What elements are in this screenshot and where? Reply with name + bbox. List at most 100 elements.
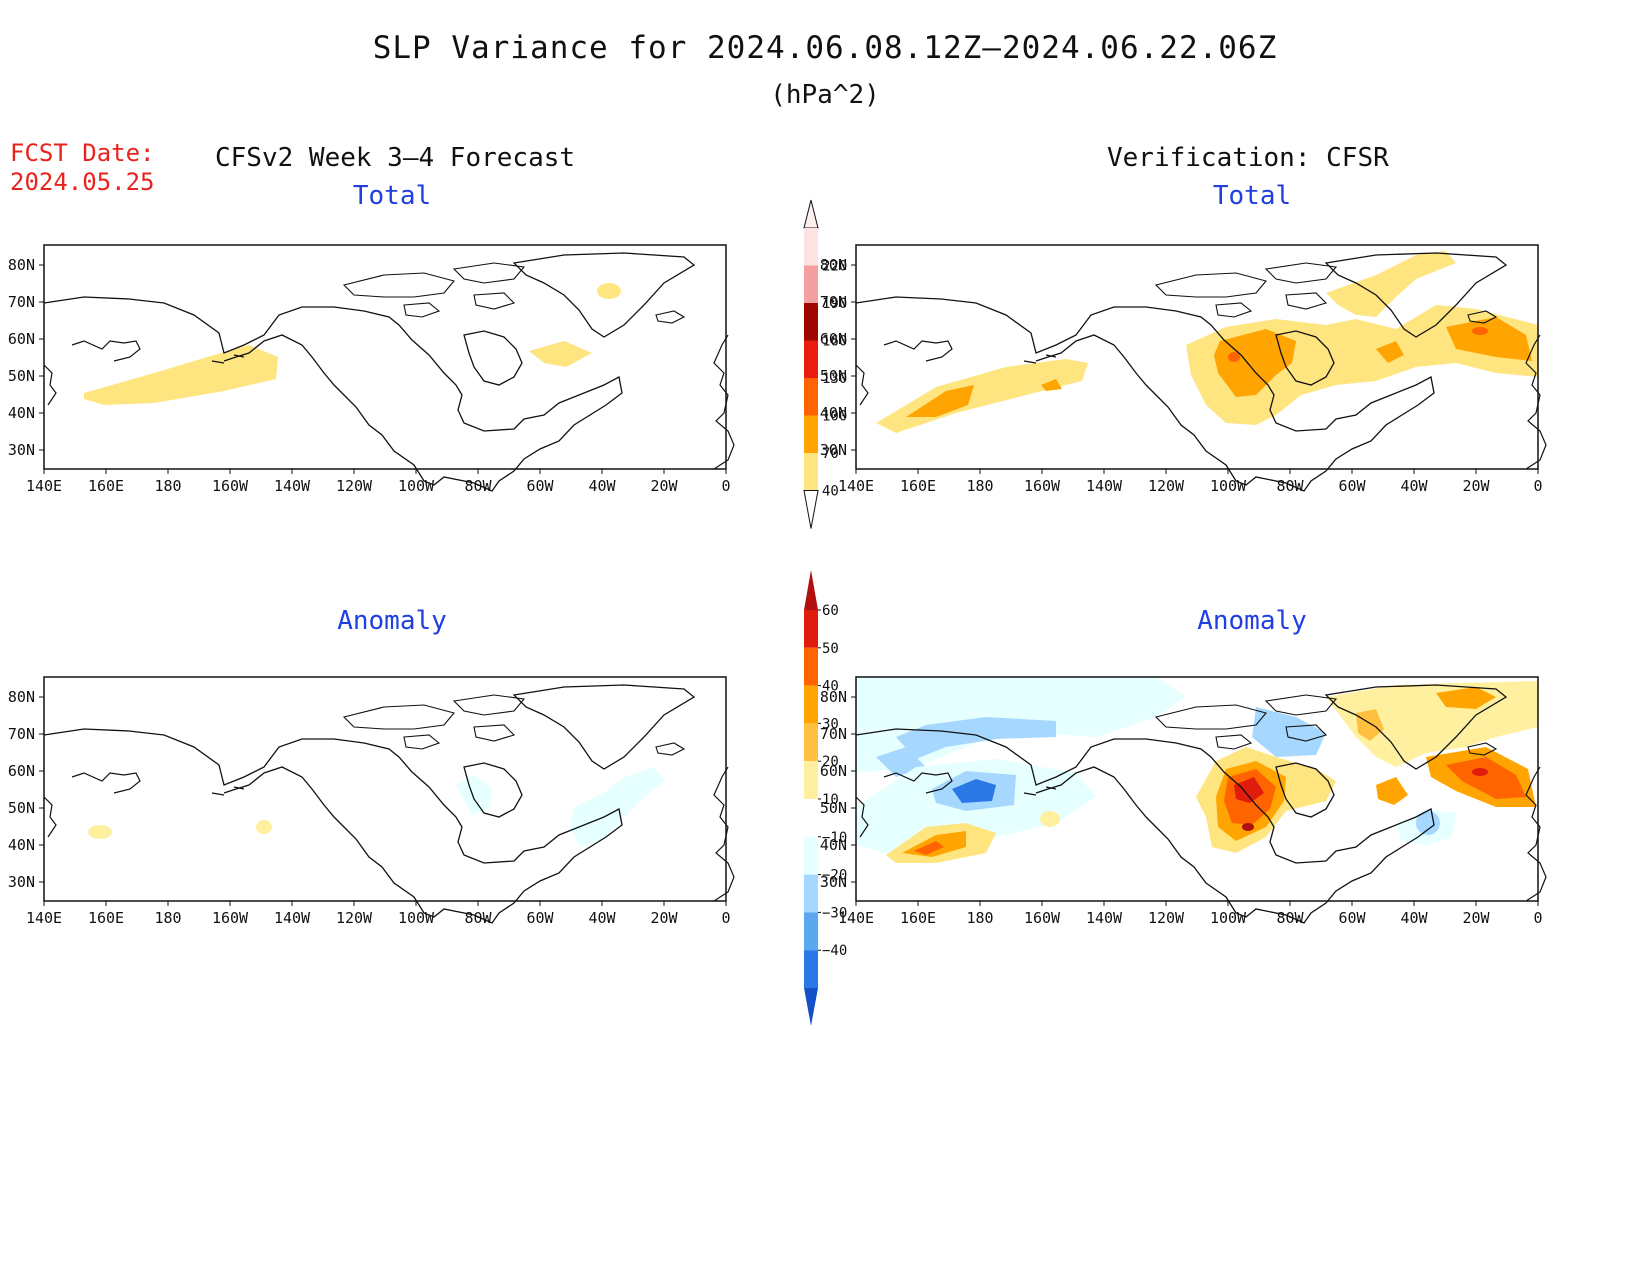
lon-tick-label: 60W bbox=[526, 909, 554, 927]
figure-units: (hPa^2) bbox=[770, 80, 880, 110]
shading-layer bbox=[88, 767, 664, 847]
lat-tick-label: 40N bbox=[820, 404, 847, 422]
lon-tick-label: 140E bbox=[26, 477, 62, 495]
lon-tick-label: 20W bbox=[1462, 477, 1490, 495]
lon-tick-label: 120W bbox=[1148, 477, 1185, 495]
lon-tick-label: 40W bbox=[588, 909, 616, 927]
lon-tick-label: 60W bbox=[526, 477, 554, 495]
lon-tick-label: 0 bbox=[1533, 477, 1542, 495]
lat-axis: 80N 70N 60N 50N 40N 30N bbox=[8, 688, 44, 891]
forecast-column-heading: CFSv2 Week 3–4 Forecast bbox=[215, 143, 576, 173]
lon-tick-label: 160W bbox=[212, 909, 249, 927]
lat-axis: 80N 70N 60N 50N 40N 30N bbox=[820, 256, 856, 459]
lon-tick-label: 0 bbox=[721, 477, 730, 495]
colorbar-label: 130 bbox=[822, 371, 847, 387]
colorbar-bottom-arrow bbox=[804, 988, 818, 1026]
lon-tick-label: 180 bbox=[154, 477, 181, 495]
colorbar-bottom-arrow bbox=[803, 490, 819, 529]
fcst-anomaly-title: Anomaly bbox=[337, 606, 447, 636]
colorbar-top-arrow bbox=[804, 570, 818, 610]
colorbar-label: 30 bbox=[822, 716, 839, 732]
fcst-total-title: Total bbox=[352, 181, 432, 211]
lon-tick-label: 180 bbox=[154, 909, 181, 927]
lon-tick-label: 140E bbox=[838, 909, 874, 927]
fcst-anomaly-map: 140E 160E 180 160W 140W 120W 100W 80W 60W 40W 20W 0… bbox=[8, 676, 735, 927]
lon-tick-label: 100W bbox=[1210, 477, 1247, 495]
lat-tick-label: 80N bbox=[820, 256, 847, 274]
lat-tick-label: 70N bbox=[8, 293, 35, 311]
lat-tick-label: 70N bbox=[820, 293, 847, 311]
colorbar-segment bbox=[804, 303, 818, 341]
lat-tick-label: 50N bbox=[8, 799, 35, 817]
lon-axis: 140E 160E 180 160W 140W 120W 100W 80W 60W 40W 20W 0 bbox=[838, 901, 1543, 927]
lon-tick-label: 140W bbox=[274, 477, 311, 495]
lon-tick-label: 120W bbox=[336, 909, 373, 927]
colorbar-label: 20 bbox=[822, 754, 839, 770]
obs-anomaly-map: 140E 160E 180 160W 140W 120W 100W 80W 60W 40W 20W 0… bbox=[820, 676, 1547, 927]
lat-tick-label: 80N bbox=[8, 256, 35, 274]
lon-tick-label: 180 bbox=[966, 909, 993, 927]
colorbar-segment bbox=[804, 799, 818, 837]
colorbar-segment bbox=[804, 723, 818, 762]
lon-tick-label: 100W bbox=[398, 477, 435, 495]
lat-tick-label: 60N bbox=[8, 762, 35, 780]
lon-tick-label: 180 bbox=[966, 477, 993, 495]
lon-tick-label: 140W bbox=[1086, 909, 1123, 927]
lon-tick-label: 140W bbox=[274, 909, 311, 927]
colorbar-label: −30 bbox=[822, 905, 847, 921]
colorbar-segment bbox=[804, 761, 818, 799]
colorbar-label: 190 bbox=[822, 296, 847, 312]
lon-axis: 140E 160E 180 160W 140W 120W 100W 80W 60W 40W 20W 0 bbox=[26, 901, 731, 927]
lon-tick-label: 100W bbox=[1210, 909, 1247, 927]
lon-tick-label: 0 bbox=[1533, 909, 1542, 927]
figure-title: SLP Variance for 2024.06.08.12Z–2024.06.… bbox=[372, 30, 1278, 66]
lat-tick-label: 70N bbox=[8, 725, 35, 743]
obs-anomaly-title: Anomaly bbox=[1197, 606, 1307, 636]
lon-tick-label: 160E bbox=[900, 477, 936, 495]
lon-tick-label: 120W bbox=[1148, 909, 1185, 927]
lat-tick-label: 40N bbox=[8, 404, 35, 422]
lon-tick-label: 40W bbox=[588, 477, 616, 495]
lon-tick-label: 20W bbox=[650, 477, 678, 495]
shading-layer bbox=[856, 677, 1538, 863]
colorbar-label: −10 bbox=[822, 830, 847, 846]
colorbar-segment bbox=[804, 378, 818, 416]
fcst-total-map: 140E 160E 180 160W 140W 120W 100W 80W 60W 40W 20W 0… bbox=[8, 244, 735, 495]
lat-tick-label: 40N bbox=[8, 836, 35, 854]
lat-tick-label: 30N bbox=[8, 441, 35, 459]
colorbar-segment bbox=[804, 453, 818, 491]
lat-tick-label: 60N bbox=[8, 330, 35, 348]
lat-tick-label: 30N bbox=[8, 873, 35, 891]
colorbar-label: 70 bbox=[822, 446, 839, 462]
colorbar-label: −40 bbox=[822, 943, 847, 959]
lat-tick-label: 30N bbox=[820, 441, 847, 459]
total-colorbar: 40 70 100 130 160 190 220 bbox=[803, 199, 847, 529]
lon-tick-label: 20W bbox=[650, 909, 678, 927]
colorbar-segment bbox=[804, 228, 818, 266]
lat-tick-label: 70N bbox=[820, 725, 847, 743]
colorbar-label: 100 bbox=[822, 409, 847, 425]
colorbar-segment bbox=[804, 340, 818, 378]
lat-tick-label: 60N bbox=[820, 762, 847, 780]
colorbar-segment bbox=[804, 647, 818, 686]
lon-tick-label: 140E bbox=[26, 909, 62, 927]
lat-tick-label: 80N bbox=[8, 688, 35, 706]
lon-tick-label: 80W bbox=[1276, 909, 1304, 927]
shading-layer bbox=[84, 283, 621, 405]
lat-tick-label: 40N bbox=[820, 836, 847, 854]
lon-tick-label: 160W bbox=[1024, 909, 1061, 927]
lon-tick-label: 120W bbox=[336, 477, 373, 495]
lon-tick-label: 160E bbox=[88, 477, 124, 495]
lat-tick-label: 50N bbox=[820, 799, 847, 817]
colorbar-label: 160 bbox=[822, 334, 847, 350]
lat-tick-label: 30N bbox=[820, 873, 847, 891]
lon-axis: 140E 160E 180 160W 140W 120W 100W 80W 60W 40W 20W 0 bbox=[838, 469, 1543, 495]
obs-total-title: Total bbox=[1212, 181, 1292, 211]
lon-tick-label: 60W bbox=[1338, 909, 1366, 927]
lon-tick-label: 100W bbox=[398, 909, 435, 927]
colorbar-top-arrow bbox=[803, 199, 819, 229]
colorbar-label: 50 bbox=[822, 641, 839, 657]
lon-tick-label: 80W bbox=[1276, 477, 1304, 495]
lon-tick-label: 160E bbox=[88, 909, 124, 927]
colorbar-label: 40 bbox=[822, 484, 839, 500]
